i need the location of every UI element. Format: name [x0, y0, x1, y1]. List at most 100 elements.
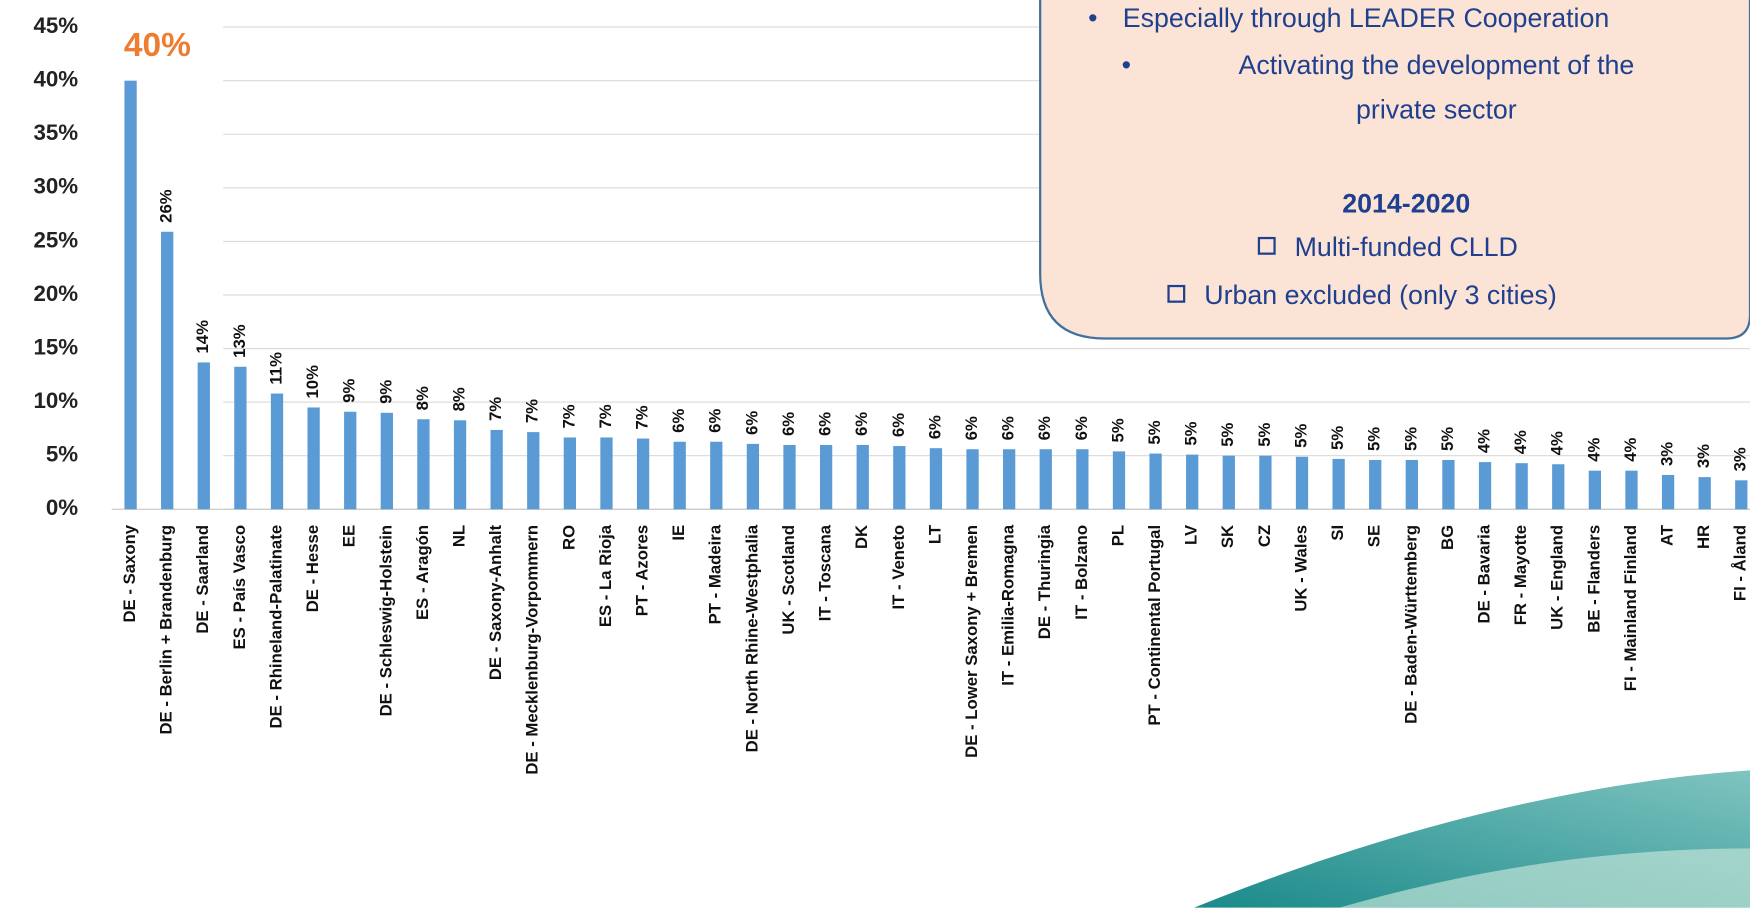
- bar: [124, 80, 137, 510]
- data-label: 4%: [1584, 437, 1603, 461]
- bar: [1735, 480, 1748, 510]
- data-label: 9%: [340, 379, 359, 403]
- panel-bullet: Activating the development of the: [1238, 50, 1634, 80]
- bar: [490, 429, 503, 510]
- bar: [1552, 464, 1565, 510]
- data-label: 6%: [889, 413, 908, 437]
- x-tick-label: PT - Madeira: [706, 524, 725, 624]
- bar: [673, 441, 686, 510]
- data-label: 5%: [1365, 427, 1384, 451]
- x-tick-label: UK - Wales: [1291, 525, 1310, 612]
- data-label: 4%: [1548, 431, 1567, 455]
- data-label: 6%: [1072, 416, 1091, 440]
- x-tick-label: SE: [1365, 525, 1384, 547]
- data-label: 5%: [1108, 418, 1127, 442]
- data-label: 8%: [413, 386, 432, 410]
- x-tick-label: DE - Saxony-Anhalt: [486, 524, 505, 680]
- panel-box: [1039, 0, 1750, 340]
- bar: [600, 437, 613, 510]
- x-tick-label: SI: [1328, 525, 1347, 541]
- x-tick-label: DE - Rhineland-Palatinate: [266, 525, 285, 729]
- data-label: 6%: [999, 416, 1018, 440]
- y-tick-label: 20%: [33, 281, 78, 306]
- bullet-glyph: •: [1122, 50, 1131, 80]
- x-tick-label: DE - Thuringia: [1035, 524, 1054, 639]
- data-label: 5%: [1401, 427, 1420, 451]
- data-label: 6%: [962, 416, 981, 440]
- x-tick-label: DE - Bavaria: [1474, 524, 1493, 623]
- x-tick-label: PL: [1108, 525, 1127, 546]
- bar: [1332, 458, 1345, 510]
- x-tick-label: RO: [559, 525, 578, 550]
- data-label: 6%: [779, 412, 798, 436]
- bar: [1186, 454, 1199, 510]
- panel-item: Urban excluded (only 3 cities): [1204, 280, 1557, 310]
- bar: [1698, 477, 1711, 510]
- x-tick-label: ES - La Rioja: [596, 524, 615, 627]
- y-tick-label: 10%: [33, 388, 78, 413]
- panel-heading: 2014-2020: [1342, 188, 1470, 218]
- data-label: 7%: [633, 405, 652, 429]
- x-tick-label: BG: [1438, 525, 1457, 550]
- x-tick-label: DK: [852, 525, 871, 549]
- data-label: 6%: [742, 411, 761, 435]
- x-tick-label: LT: [925, 524, 944, 544]
- bar: [893, 446, 906, 510]
- data-label: 13%: [230, 324, 249, 358]
- bar: [234, 366, 247, 510]
- x-tick-label: FI - Åland: [1731, 525, 1750, 601]
- bar: [1039, 449, 1052, 510]
- data-label: 11%: [266, 352, 285, 385]
- bar: [1003, 449, 1016, 510]
- panel-bullet: Especially through LEADER Cooperation: [1123, 3, 1610, 33]
- x-tick-label: NL: [449, 525, 468, 547]
- data-label: 7%: [559, 404, 578, 428]
- data-label: 7%: [596, 404, 615, 428]
- x-tick-label: DE - Baden-Württemberg: [1401, 525, 1420, 724]
- x-tick-label: DE - Lower Saxony + Bremen: [962, 525, 981, 758]
- bar: [710, 441, 723, 510]
- x-tick-label: IT - Veneto: [889, 525, 908, 610]
- data-label: 5%: [1438, 427, 1457, 451]
- bar: [197, 362, 210, 510]
- data-label: 5%: [1291, 424, 1310, 448]
- bar: [1478, 462, 1492, 510]
- x-tick-label: DE - Saxony: [120, 524, 139, 622]
- y-tick-label: 30%: [33, 174, 78, 199]
- x-tick-label: PT - Continental Portugal: [1145, 525, 1164, 726]
- bar: [1661, 474, 1675, 510]
- data-label: 6%: [816, 412, 835, 436]
- bar: [819, 444, 833, 510]
- data-label: 10%: [303, 365, 322, 399]
- x-tick-label: DE - Berlin + Brandenburg: [157, 525, 176, 735]
- x-tick-label: IE: [669, 525, 688, 541]
- bar: [1149, 453, 1162, 510]
- bar: [1405, 459, 1418, 510]
- bar: [746, 443, 760, 510]
- x-tick-label: DE - Schleswig-Holstein: [376, 525, 395, 717]
- decorative-swoosh: [1339, 848, 1750, 908]
- y-tick-label: 15%: [33, 334, 78, 359]
- y-tick-label: 0%: [46, 495, 78, 520]
- bar: [1442, 459, 1455, 510]
- data-label: 4%: [1511, 430, 1530, 454]
- bar: [856, 444, 869, 510]
- bar: [1259, 455, 1272, 510]
- y-tick-label: 35%: [33, 120, 78, 145]
- checkbox-icon: [1167, 284, 1186, 303]
- bar: [417, 419, 430, 510]
- bar: [453, 420, 467, 510]
- x-tick-label: FR - Mayotte: [1511, 525, 1530, 625]
- data-label: 6%: [669, 409, 688, 433]
- data-label: 7%: [523, 399, 542, 423]
- bar: [527, 432, 540, 510]
- x-tick-label: ES - Aragón: [413, 525, 432, 620]
- info-panel: • Especially through LEADER Cooperation …: [1039, 0, 1750, 340]
- checkbox-icon: [1257, 236, 1276, 255]
- data-label: 14%: [193, 320, 212, 354]
- x-tick-label: CZ: [1255, 525, 1274, 547]
- bar: [1625, 470, 1638, 510]
- bullet-glyph: •: [1088, 3, 1097, 33]
